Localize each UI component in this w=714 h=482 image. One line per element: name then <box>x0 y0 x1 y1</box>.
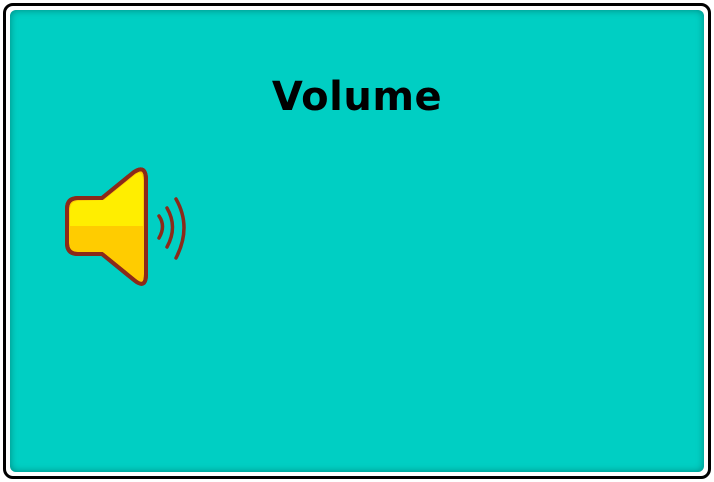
speaker-highlight <box>70 173 143 226</box>
volume-card-panel: Volume <box>10 10 704 472</box>
speaker-volume-icon[interactable] <box>60 166 194 286</box>
sound-wave-medium <box>165 206 175 249</box>
card-title: Volume <box>271 74 443 120</box>
volume-card-frame: Volume <box>3 3 711 479</box>
sound-wave-small <box>157 214 165 240</box>
speaker-outline <box>65 167 148 286</box>
sound-wave-large <box>174 197 186 260</box>
